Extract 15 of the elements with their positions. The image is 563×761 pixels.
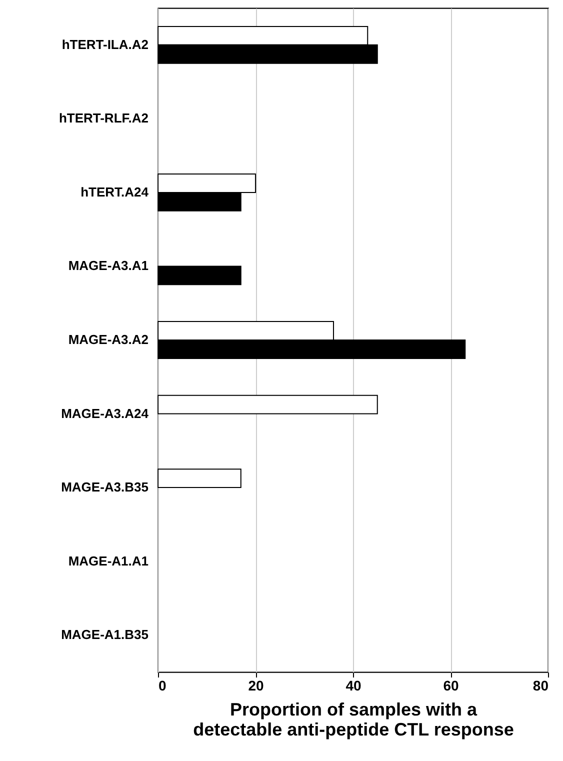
y-tick-label: MAGE-A3.A2 xyxy=(68,332,148,347)
y-tick-label: MAGE-A3.B35 xyxy=(61,480,148,495)
y-tick-label: hTERT.A24 xyxy=(80,184,150,200)
y-tick-label: hTERT-RLF.A2 xyxy=(58,110,148,126)
y-tick-label: MAGE-A1.B35 xyxy=(61,627,148,642)
x-tick-label: 80 xyxy=(532,678,549,694)
x-tick-label: 0 xyxy=(158,678,166,694)
y-tick-label: MAGE-A3.A1 xyxy=(68,258,148,274)
y-tick-label: hTERT-ILA.A2 xyxy=(62,36,148,52)
x-tick-label: 40 xyxy=(346,678,362,694)
y-tick-label: MAGE-A3.A24 xyxy=(61,406,150,421)
x-tick-label: 60 xyxy=(443,678,459,694)
y-tick-label: MAGE-A1.A1 xyxy=(68,553,148,568)
x-axis-title: Proportion of samples with a detectable anti-peptide CTL response xyxy=(193,700,514,740)
x-tick-label: 20 xyxy=(248,678,264,694)
